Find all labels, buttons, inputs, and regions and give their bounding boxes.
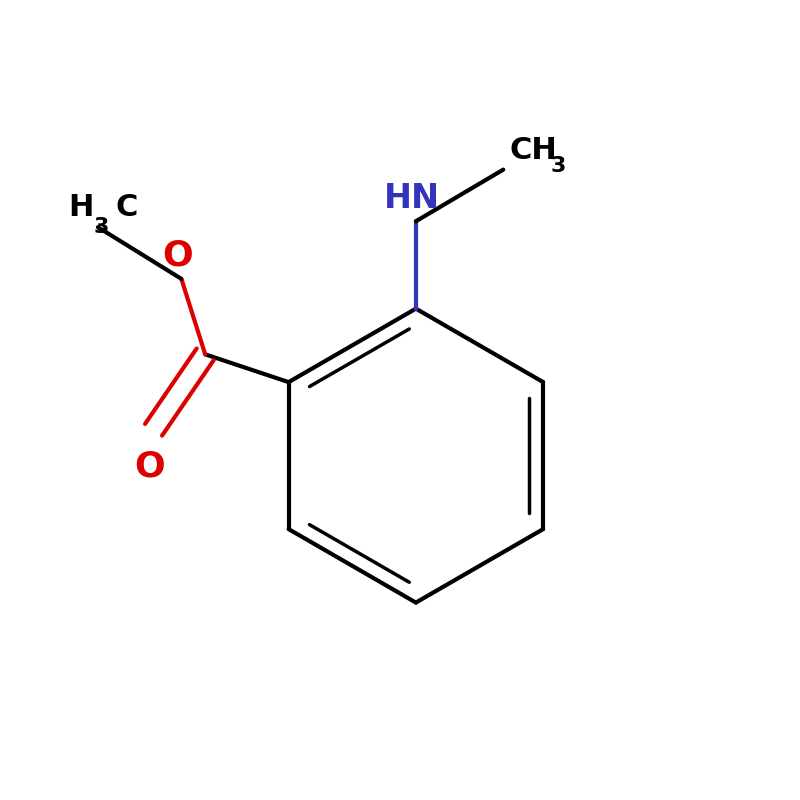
- Text: HN: HN: [384, 182, 440, 215]
- Text: O: O: [162, 238, 193, 273]
- Text: 3: 3: [94, 217, 110, 237]
- Text: CH: CH: [510, 136, 558, 165]
- Text: O: O: [134, 450, 165, 484]
- Text: H: H: [69, 194, 94, 222]
- Text: 3: 3: [551, 156, 566, 176]
- Text: C: C: [115, 194, 138, 222]
